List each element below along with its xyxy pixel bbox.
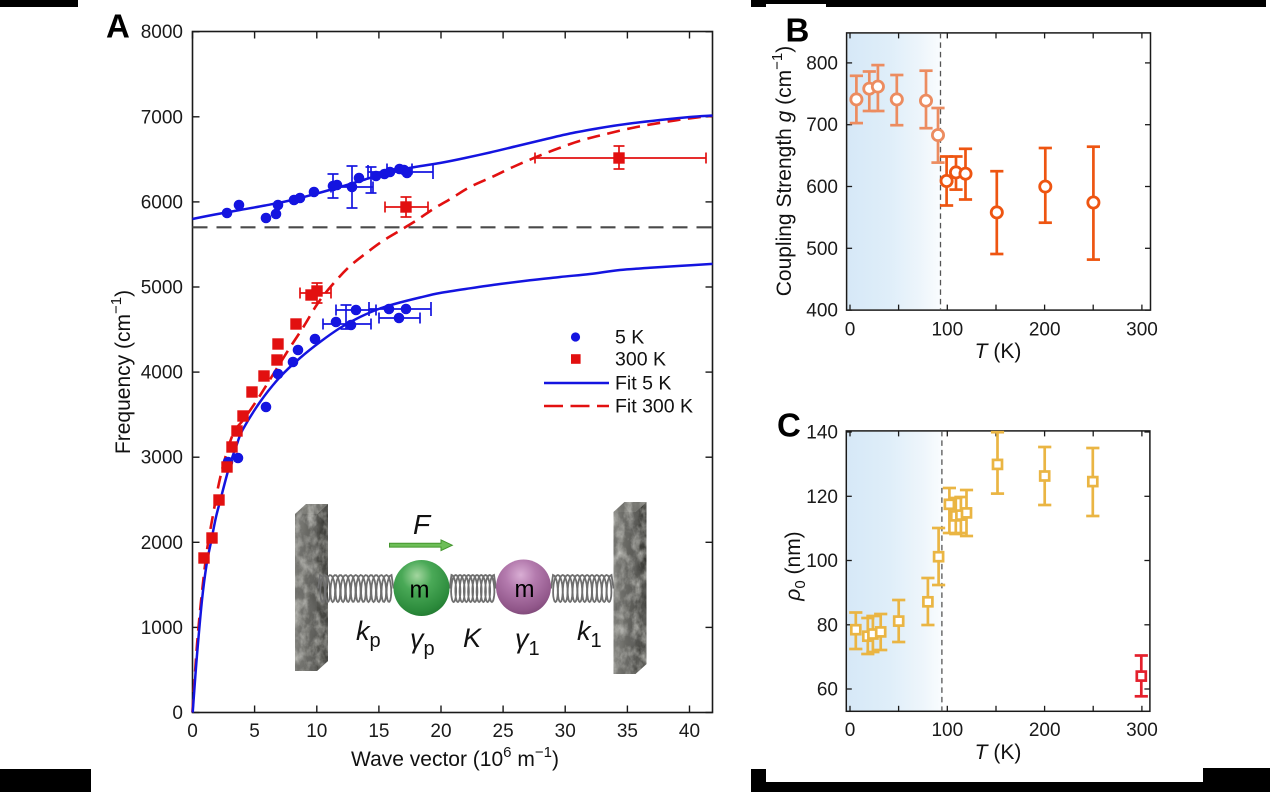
svg-text:ρ0 (nm): ρ0 (nm): [782, 531, 809, 601]
svg-text:2000: 2000: [141, 533, 183, 554]
svg-text:Frequency (cm−1): Frequency (cm−1): [108, 290, 135, 454]
svg-text:A: A: [106, 8, 130, 45]
svg-text:6000: 6000: [141, 192, 183, 213]
svg-text:T (K): T (K): [975, 340, 1022, 363]
svg-text:700: 700: [806, 115, 838, 136]
svg-text:300 K: 300 K: [615, 349, 666, 371]
svg-text:140: 140: [806, 423, 838, 444]
svg-text:T (K): T (K): [975, 741, 1022, 764]
svg-text:100: 100: [806, 551, 838, 572]
svg-text:300: 300: [1126, 320, 1158, 341]
svg-text:m: m: [515, 576, 535, 603]
svg-text:F: F: [413, 509, 432, 540]
svg-text:35: 35: [617, 721, 638, 742]
svg-text:0: 0: [845, 320, 856, 341]
svg-text:600: 600: [806, 177, 838, 198]
svg-text:5: 5: [249, 721, 260, 742]
svg-text:40: 40: [679, 721, 700, 742]
svg-text:k1: k1: [577, 616, 602, 652]
svg-text:800: 800: [806, 53, 838, 74]
svg-text:100: 100: [931, 720, 963, 741]
svg-text:200: 200: [1029, 320, 1061, 341]
svg-text:10: 10: [306, 721, 327, 742]
svg-text:25: 25: [493, 721, 514, 742]
svg-text:K: K: [463, 623, 482, 653]
svg-text:Fit 5 K: Fit 5 K: [615, 373, 671, 395]
svg-text:m: m: [410, 577, 430, 604]
svg-text:300: 300: [1126, 720, 1158, 741]
svg-text:γ1: γ1: [515, 624, 540, 660]
svg-text:100: 100: [931, 320, 963, 341]
svg-text:C: C: [777, 407, 801, 444]
svg-text:kp: kp: [356, 616, 381, 652]
svg-text:5 K: 5 K: [615, 327, 644, 349]
svg-text:7000: 7000: [141, 107, 183, 128]
svg-text:120: 120: [806, 487, 838, 508]
svg-text:0: 0: [187, 721, 198, 742]
svg-text:500: 500: [806, 239, 838, 260]
svg-text:8000: 8000: [141, 22, 183, 43]
svg-text:30: 30: [555, 721, 576, 742]
svg-text:Fit 300 K: Fit 300 K: [615, 396, 693, 418]
svg-text:400: 400: [806, 301, 838, 322]
svg-text:20: 20: [430, 721, 451, 742]
svg-text:5000: 5000: [141, 278, 183, 299]
svg-text:Coupling Strength g (cm−1): Coupling Strength g (cm−1): [769, 46, 796, 297]
svg-text:60: 60: [817, 680, 838, 701]
svg-text:80: 80: [817, 615, 838, 636]
svg-text:0: 0: [172, 703, 183, 724]
svg-text:4000: 4000: [141, 363, 183, 384]
svg-text:Wave vector (106 m−1): Wave vector (106 m−1): [351, 744, 559, 771]
svg-text:γp: γp: [410, 624, 435, 660]
svg-text:0: 0: [845, 720, 856, 741]
svg-text:15: 15: [368, 721, 389, 742]
svg-text:200: 200: [1029, 720, 1061, 741]
svg-text:B: B: [786, 12, 810, 49]
svg-text:1000: 1000: [141, 618, 183, 639]
svg-text:3000: 3000: [141, 448, 183, 469]
